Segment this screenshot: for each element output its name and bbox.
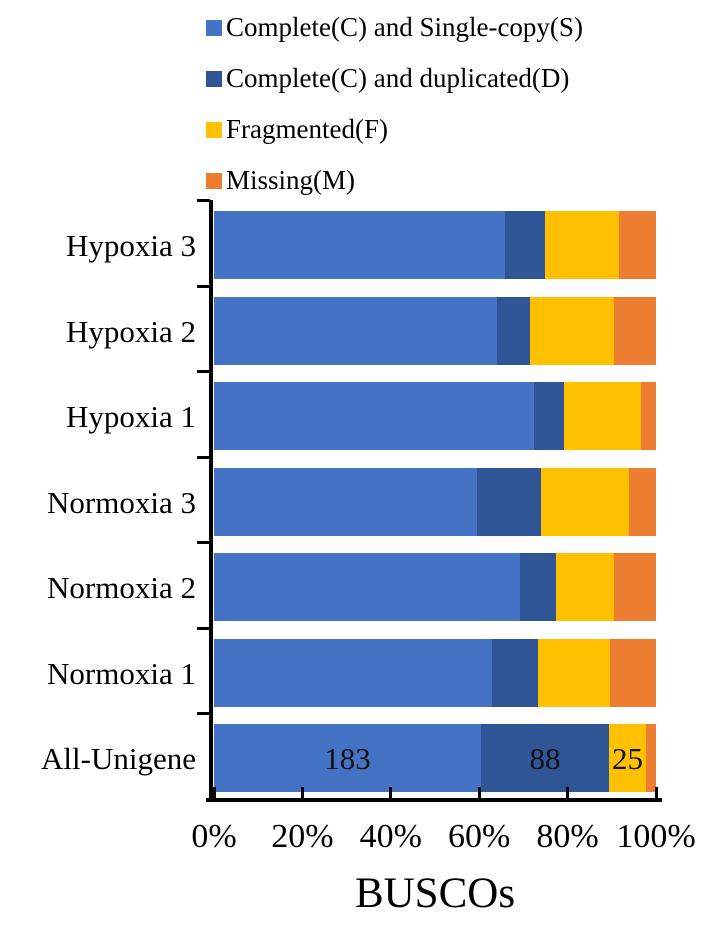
legend-item-duplicated: Complete(C) and duplicated(D) [206,53,583,104]
bar-row [214,382,656,450]
y-tick-mark [197,541,210,544]
category-label: All-Unigene [41,741,196,776]
x-axis-line [206,798,662,802]
bar-segment [214,467,477,536]
bar-segment [645,724,656,792]
x-tick-mark [654,787,658,798]
bar-segment [214,211,506,279]
bar-row [214,296,656,365]
legend-label: Missing(M) [226,165,356,195]
legend-swatch-single-copy-icon [206,19,222,36]
segment-value-label: 88 [529,740,561,776]
segment-value-label: 183 [324,740,371,776]
category-label: Normoxia 3 [47,484,196,520]
legend-swatch-fragmented-icon [206,121,222,138]
legend-item-missing: Missing(M) [206,155,583,206]
x-tick-label: 0% [191,818,237,855]
bar-segment [629,467,656,536]
y-tick-mark [197,626,210,630]
category-label: Hypoxia 3 [65,228,196,263]
x-tick-label: 40% [359,818,422,855]
bar-segment: 183 [214,724,481,792]
bar-segment [545,211,619,279]
y-tick-mark [197,199,210,202]
bar-segment [609,638,656,707]
x-tick-label: 20% [271,818,334,855]
bar-segment [214,638,493,707]
bar-segment: 25 [609,724,646,792]
legend-item-single-copy: Complete(C) and Single-copy(S) [206,2,583,53]
bar-row [214,211,656,279]
category-label: Normoxia 1 [47,655,196,691]
bar-segment [533,382,565,450]
bar-segment [614,553,656,621]
bar-segment [618,211,656,279]
x-tick-mark [212,787,216,798]
bar-segment [214,382,534,450]
bar-segment [520,553,556,621]
x-tick-label: 60% [448,818,511,855]
x-tick-mark [389,787,393,798]
legend-label: Complete(C) and duplicated(D) [226,63,570,93]
bar-segment [505,211,546,279]
bar-segment [640,382,656,450]
legend-swatch-missing-icon [206,172,222,189]
bar-segment [476,467,541,536]
category-label: Normoxia 2 [47,570,196,605]
y-tick-mark [197,712,210,715]
y-tick-mark [197,370,210,373]
bar-row [214,638,656,707]
legend: Complete(C) and Single-copy(S) Complete(… [206,2,583,206]
legend-label: Complete(C) and Single-copy(S) [226,12,583,42]
x-tick-mark [566,787,570,798]
bar-segment [530,296,614,365]
y-axis-line [209,200,213,802]
bar-segment [564,382,641,450]
bar-segment [492,638,539,707]
bar-segment [538,638,610,707]
legend-label: Fragmented(F) [226,114,388,144]
bar-segment [496,296,531,365]
x-tick-label: 80% [536,818,599,855]
bar-row [214,553,656,621]
x-tick-mark [300,787,304,798]
bar-segment [540,467,630,536]
bar-segment [214,553,521,621]
bar-segment [613,296,656,365]
bar-row: 183 88 25 [214,724,656,792]
y-tick-mark [197,284,210,288]
legend-item-fragmented: Fragmented(F) [206,104,583,155]
segment-value-label: 25 [611,740,643,776]
bar-segment [555,553,614,621]
bar-segment: 88 [480,724,610,792]
category-label: Hypoxia 2 [65,313,196,349]
x-axis-title: BUSCOs [354,870,516,917]
legend-swatch-duplicated-icon [206,70,222,87]
y-tick-mark [197,455,210,459]
category-label: Hypoxia 1 [65,399,196,434]
bar-row [214,467,656,536]
x-tick-mark [477,787,481,798]
x-tick-label: 100% [616,818,696,855]
bar-segment [214,296,497,365]
